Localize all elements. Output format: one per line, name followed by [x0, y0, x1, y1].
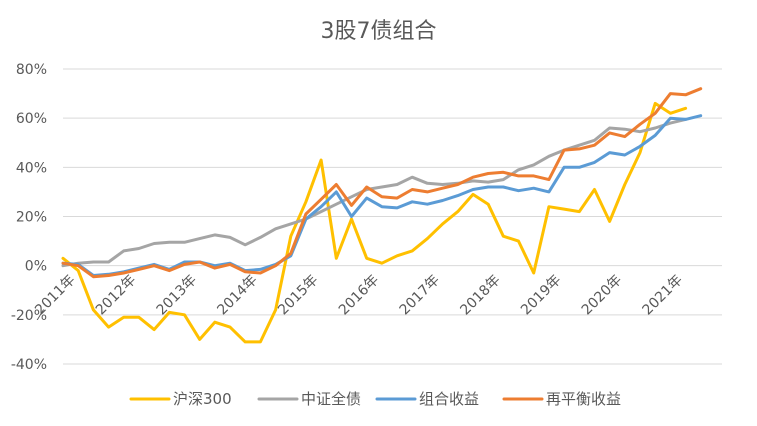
y-tick-label: -20% — [11, 308, 47, 324]
x-tick-label: 2013年 — [154, 272, 200, 318]
x-tick-label: 2018年 — [457, 272, 503, 318]
legend-label-2: 组合收益 — [419, 390, 479, 408]
y-tick-label: 80% — [16, 62, 47, 78]
chart-title: 3股7债组合 — [321, 19, 437, 44]
y-axis-tick-labels: -40% -20% 0% 20% 40% 60% 80% — [11, 62, 47, 373]
legend-label-0: 沪深300 — [173, 390, 232, 408]
y-tick-label: 0% — [25, 259, 47, 275]
x-tick-label: 2021年 — [640, 272, 686, 318]
x-tick-label: 2011年 — [32, 272, 78, 318]
y-tick-label: 20% — [16, 210, 47, 226]
x-tick-label: 2017年 — [397, 272, 443, 318]
y-tick-label: 40% — [16, 160, 47, 176]
legend: 沪深300 中证全债 组合收益 再平衡收益 — [129, 390, 621, 408]
x-tick-label: 2019年 — [518, 272, 564, 318]
legend-label-3: 再平衡收益 — [546, 390, 621, 408]
x-tick-label: 2016年 — [336, 272, 382, 318]
x-tick-label: 2012年 — [93, 272, 139, 318]
x-tick-label: 2014年 — [214, 272, 260, 318]
y-tick-label: 60% — [16, 111, 47, 127]
series-line-3 — [61, 87, 703, 279]
series-line-1 — [61, 117, 688, 268]
x-tick-label: 2020年 — [579, 272, 625, 318]
legend-label-1: 中证全债 — [301, 390, 361, 408]
grid-lines — [63, 68, 722, 365]
y-tick-label: -40% — [11, 357, 47, 373]
series-lines — [61, 87, 703, 344]
series-line-0 — [61, 101, 688, 344]
x-axis-tick-labels: 2011年 2012年 2013年 2014年 2015年 2016年 2017年 2018年… — [32, 272, 686, 318]
